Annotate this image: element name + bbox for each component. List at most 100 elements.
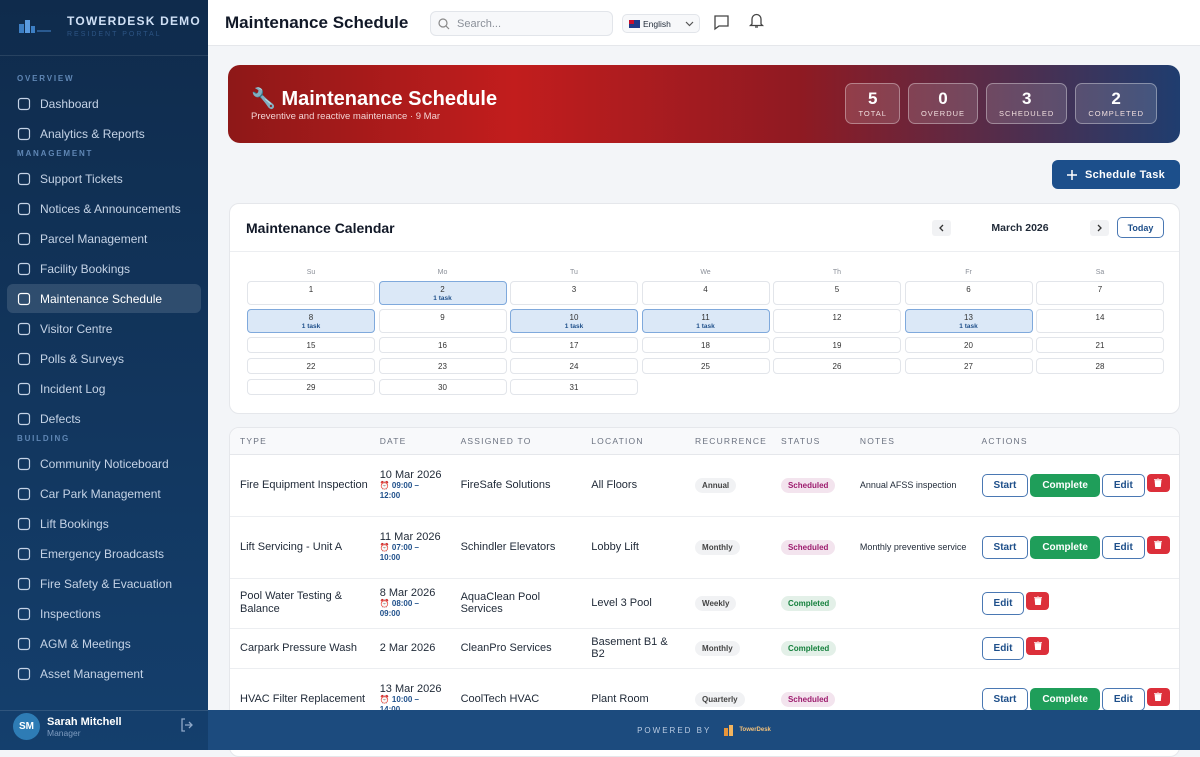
calendar-day[interactable]: 12 [773,309,901,333]
notifications-icon[interactable] [748,12,765,29]
action-button[interactable]: Edit [1101,687,1145,711]
nav-item[interactable]: AGM & Meetings [7,629,201,658]
day-note: 1 task [301,323,321,330]
action-button[interactable]: Complete [1030,687,1100,711]
messages-icon[interactable] [713,14,730,31]
calendar-day[interactable]: 15 [247,337,375,353]
nav-item[interactable]: Maintenance Schedule [7,284,201,313]
calendar-day[interactable]: 24 [510,358,638,374]
footer-logo: TowerDesk [723,724,771,736]
calendar-day[interactable]: 6 [904,281,1033,305]
action-button[interactable]: Edit [1101,473,1145,497]
delete-button[interactable] [1146,535,1170,554]
day-number: 4 [703,285,708,294]
nav-item[interactable]: Incident Log [7,374,201,403]
action-button[interactable]: Complete [1030,535,1100,559]
action-button[interactable]: Complete [1030,473,1100,497]
calendar-day[interactable]: 16 [378,337,507,353]
column-header: RECURRENCE [695,435,768,446]
search-icon [438,18,450,30]
calendar-day[interactable]: 14 [1036,309,1164,333]
recurrence: Annual [695,477,737,493]
nav-item[interactable]: Parcel Management [7,224,201,253]
search-box[interactable]: Search... [430,11,613,36]
nav-item[interactable]: Car Park Management [7,479,201,508]
weekday: Tu [570,269,578,276]
action-button[interactable]: Start [981,535,1029,559]
prev-month[interactable] [932,220,951,236]
calendar-day[interactable]: 29 [247,379,375,395]
type: Carpark Pressure Wash [240,641,357,654]
schedule-task-button[interactable]: Schedule Task [1052,160,1180,189]
flag-icon [629,20,640,28]
nav-icon [17,547,31,560]
nav-item[interactable]: Emergency Broadcasts [7,539,201,568]
nav-item[interactable]: Facility Bookings [7,254,201,283]
calendar-day[interactable]: 28 [1036,358,1164,374]
delete-button[interactable] [1146,473,1170,492]
calendar-day[interactable]: 23 [378,358,507,374]
day-number: 12 [832,313,842,322]
logout-icon[interactable] [179,717,195,733]
nav-icon [17,457,31,470]
delete-button[interactable] [1146,687,1170,706]
nav-item[interactable]: Community Noticeboard [7,449,201,478]
nav-label: Defects [40,411,81,426]
column-header: DATE [379,435,407,446]
delete-button[interactable] [1026,591,1050,610]
nav-label: AGM & Meetings [40,636,131,651]
nav-item[interactable]: Dashboard [7,89,201,118]
calendar-day[interactable]: 11 1 task [641,309,770,333]
calendar-day[interactable]: 3 [510,281,638,305]
nav-item[interactable]: Analytics & Reports [7,119,201,148]
calendar-day[interactable]: 19 [773,337,901,353]
nav-item[interactable]: Support Tickets [7,164,201,193]
language-select[interactable]: English [622,14,700,33]
calendar-day[interactable]: 17 [510,337,638,353]
calendar-day[interactable]: 4 [641,281,770,305]
day-number: 27 [964,362,973,371]
calendar-day[interactable]: 18 [641,337,770,353]
nav-item[interactable]: Lift Bookings [7,509,201,538]
nav-icon [17,232,31,245]
calendar-day[interactable]: 30 [378,379,507,395]
action-button[interactable]: Edit [981,591,1025,615]
calendar-day[interactable]: 22 [247,358,375,374]
action-button[interactable]: Start [981,687,1029,711]
nav-label: Support Tickets [40,171,123,186]
action-button[interactable]: Edit [1101,535,1145,559]
calendar-day[interactable]: 26 [773,358,901,374]
calendar-day[interactable]: 20 [904,337,1033,353]
calendar-day[interactable]: 21 [1036,337,1164,353]
nav-item[interactable]: Polls & Surveys [7,344,201,373]
calendar-day[interactable]: 10 1 task [510,309,638,333]
delete-button[interactable] [1026,636,1050,655]
action-button[interactable]: Start [981,473,1029,497]
nav-item[interactable]: Inspections [7,599,201,628]
stat-box: 5 TOTAL [845,83,900,124]
trash-icon [1033,641,1042,650]
nav-label: Car Park Management [40,486,161,501]
today-button[interactable]: Today [1117,217,1164,238]
day-number: 15 [306,341,316,350]
nav-item[interactable]: Asset Management [7,659,201,688]
calendar-day[interactable]: 1 [247,281,375,305]
calendar-day[interactable]: 5 [773,281,901,305]
nav-item[interactable]: Defects [7,404,201,433]
action-button[interactable]: Edit [981,636,1025,660]
calendar-day[interactable]: 7 [1036,281,1164,305]
column-header: LOCATION [591,435,644,446]
calendar-day[interactable]: 25 [641,358,770,374]
next-month[interactable] [1090,220,1109,236]
nav-item[interactable]: Fire Safety & Evacuation [7,569,201,598]
calendar-day[interactable]: 13 1 task [904,309,1033,333]
calendar-day[interactable]: 9 [378,309,507,333]
date-cell: 13 Mar 2026⏰ 10:00 – 14:00 [380,668,461,730]
calendar-day[interactable]: 27 [904,358,1033,374]
nav-item[interactable]: Notices & Announcements [7,194,201,223]
nav-item[interactable]: Visitor Centre [7,314,201,343]
calendar-day[interactable]: 31 [510,379,638,395]
time: ⏰ 08:00 – 09:00 [379,599,420,618]
